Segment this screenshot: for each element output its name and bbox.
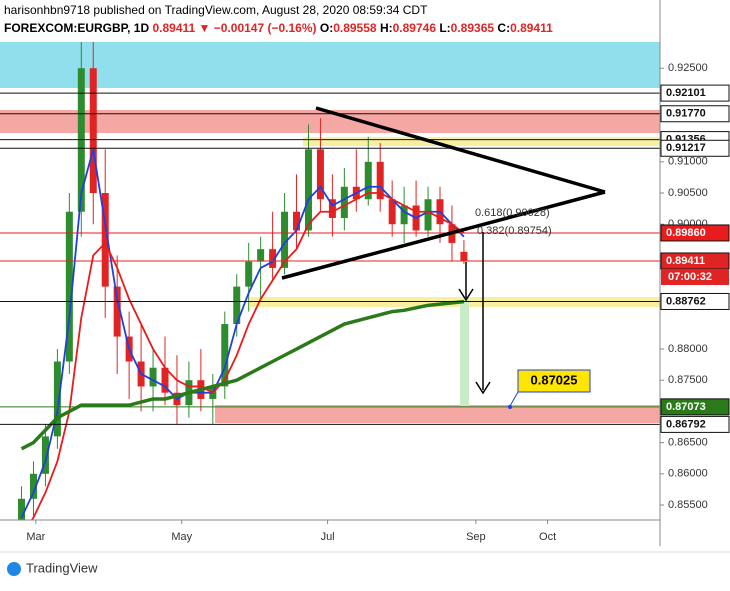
forecast-bar xyxy=(460,300,469,406)
price-label: 0.86792 xyxy=(666,418,706,430)
zone xyxy=(303,137,660,146)
price-label-box xyxy=(660,84,730,102)
price-label: 0.87073 xyxy=(666,401,706,413)
candle-body xyxy=(221,324,229,387)
price-label-box xyxy=(660,139,730,157)
ohlc-key: L: xyxy=(439,21,450,35)
price-label: 0.89860 xyxy=(666,227,706,239)
candle-body xyxy=(328,199,336,218)
price-label-box xyxy=(660,415,730,433)
candle-body xyxy=(460,251,468,261)
arrow-head xyxy=(458,288,474,302)
price-label-box xyxy=(660,398,730,416)
price-label: 0.88762 xyxy=(666,295,706,307)
callout-pointer xyxy=(509,391,519,407)
ohlc-key: C: xyxy=(497,21,510,35)
callout xyxy=(517,369,591,393)
candle-body xyxy=(293,211,301,231)
candle-body xyxy=(424,199,432,231)
brand: TradingView xyxy=(26,560,98,575)
candle-body xyxy=(65,211,73,362)
header-bg xyxy=(0,0,470,40)
price-label: 0.91770 xyxy=(666,108,706,120)
trendline xyxy=(315,106,606,194)
axis-layer: 0.925000.910000.905000.900000.880000.875… xyxy=(26,62,730,543)
y-tick-label: 0.86000 xyxy=(668,468,708,480)
moving-average xyxy=(20,299,465,451)
candle-body xyxy=(149,367,157,387)
change: ▼ −0.00147 (−0.16%) xyxy=(199,21,317,35)
candle-body xyxy=(304,149,312,231)
countdown: 07:00:32 xyxy=(668,271,712,283)
callout-label: 0.87025 xyxy=(531,372,578,387)
candle-body xyxy=(364,161,372,200)
candle-body xyxy=(29,473,37,499)
y-tick-label: 0.87500 xyxy=(668,374,708,386)
candle-body xyxy=(269,249,277,268)
zone xyxy=(0,110,660,133)
y-tick-label: 0.90500 xyxy=(668,187,708,199)
symbol-line: FOREXCOM:EURGBP, 1D 0.89411 ▼ −0.00147 (… xyxy=(4,21,553,35)
x-tick-label: Oct xyxy=(539,531,556,543)
callout-dot xyxy=(508,405,512,409)
candle-body xyxy=(388,199,396,225)
price-label: 0.91217 xyxy=(666,142,706,154)
moving-average xyxy=(30,192,465,520)
candle-body xyxy=(161,367,169,393)
arrow-head xyxy=(475,381,491,395)
drawings xyxy=(281,106,606,395)
y-tick-label: 0.88000 xyxy=(668,343,708,355)
ohlc-key: O: xyxy=(320,21,333,35)
candle-body xyxy=(340,186,348,218)
zone xyxy=(0,42,660,88)
fib-label: 0.618(0.90028) xyxy=(475,207,550,219)
price-label: 0.89411 xyxy=(666,255,705,267)
candle-body xyxy=(18,498,26,520)
byline: harisonhbn9718 published on TradingView.… xyxy=(4,3,428,17)
x-tick-label: May xyxy=(171,531,192,543)
countdown-box xyxy=(661,268,729,285)
candle-body xyxy=(89,68,97,194)
price-label: 0.92101 xyxy=(666,87,706,99)
y-tick-label: 0.92500 xyxy=(668,62,708,74)
ohlc-value: 0.89411 xyxy=(510,21,553,35)
zone xyxy=(215,405,660,423)
price-label-box xyxy=(660,224,730,242)
candle-body xyxy=(257,249,265,262)
ohlc-value: 0.89746 xyxy=(393,21,437,35)
candle-body xyxy=(53,361,61,437)
series-layer xyxy=(0,42,660,520)
price-label-box xyxy=(660,292,730,310)
trendline xyxy=(281,190,606,280)
x-tick-label: Sep xyxy=(466,531,486,543)
candle-body xyxy=(400,205,408,225)
logo xyxy=(7,562,21,576)
ohlc-value: 0.89365 xyxy=(451,21,495,35)
x-tick-label: Jul xyxy=(321,531,335,543)
y-tick-label: 0.86500 xyxy=(668,437,708,449)
moving-average xyxy=(20,149,465,518)
candle-body xyxy=(41,436,49,474)
candle-body xyxy=(245,261,253,287)
price-label-box xyxy=(660,105,730,123)
x-tick-label: Mar xyxy=(26,531,45,543)
y-tick-label: 0.85500 xyxy=(668,499,708,511)
candle-body xyxy=(113,286,121,337)
ohlc-value: 0.89558 xyxy=(333,21,377,35)
fib-label: 0.382(0.89754) xyxy=(477,225,552,237)
last-price: 0.89411 xyxy=(152,21,195,35)
y-tick-label: 0.91000 xyxy=(668,156,708,168)
candle-body xyxy=(316,149,324,200)
candle-body xyxy=(233,286,241,325)
candle-body xyxy=(281,211,289,268)
symbol: FOREXCOM:EURGBP, 1D xyxy=(4,21,149,35)
ohlc-key: H: xyxy=(380,21,393,35)
candle-body xyxy=(101,193,109,287)
candle-body xyxy=(376,161,384,200)
